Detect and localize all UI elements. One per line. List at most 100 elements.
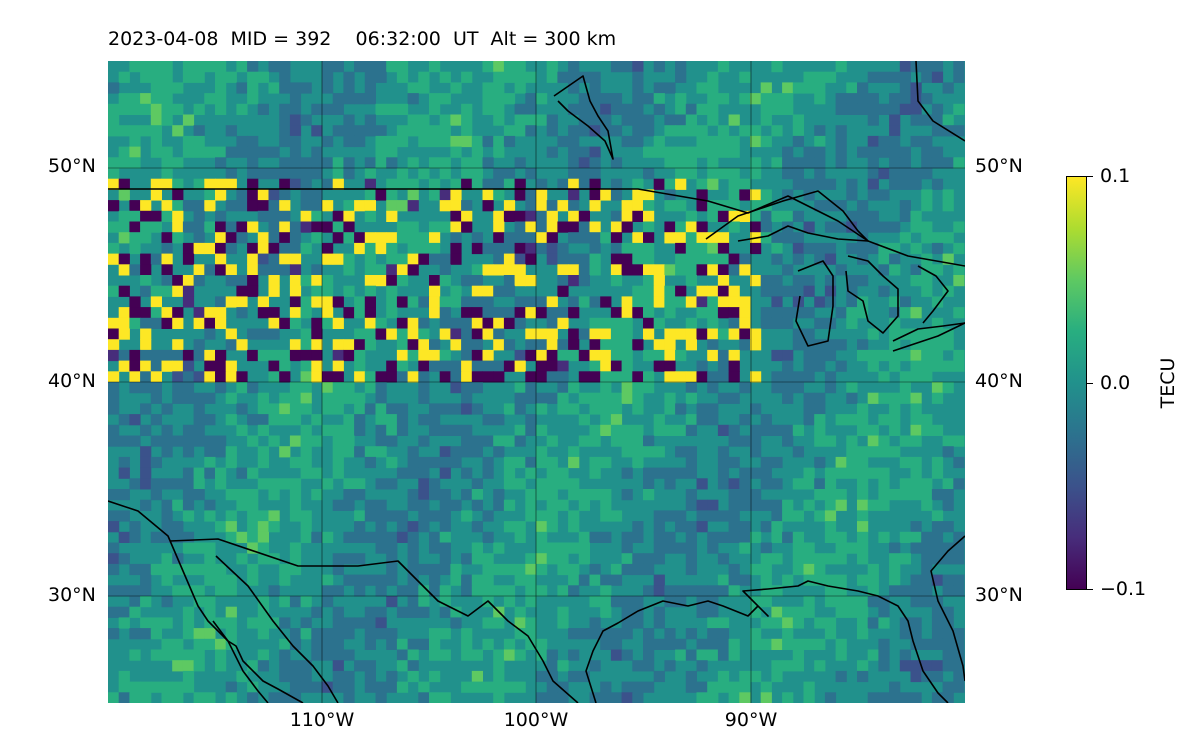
tec-cell bbox=[664, 585, 676, 597]
tec-cell bbox=[739, 670, 751, 683]
tec-cell bbox=[643, 638, 655, 650]
tec-cell bbox=[407, 114, 419, 126]
tec-cell bbox=[931, 638, 944, 650]
tec-cell bbox=[215, 82, 227, 94]
tec-cell bbox=[824, 371, 837, 383]
tec-cell bbox=[215, 382, 227, 394]
tec-cell bbox=[953, 478, 965, 490]
tec-cell bbox=[803, 596, 815, 608]
tec-cell bbox=[931, 467, 944, 479]
tec-cell bbox=[140, 264, 152, 276]
tec-cell bbox=[750, 93, 762, 105]
tec-cell bbox=[621, 531, 633, 543]
tec-cell bbox=[140, 360, 152, 372]
tec-cell bbox=[289, 317, 302, 329]
tec-cell bbox=[375, 135, 387, 148]
tec-cell bbox=[257, 617, 269, 629]
tec-cell bbox=[140, 478, 152, 490]
tec-cell bbox=[118, 71, 130, 83]
tec-cell bbox=[953, 585, 965, 597]
tec-cell bbox=[204, 467, 216, 479]
tec-cell bbox=[782, 617, 794, 629]
tec-cell bbox=[717, 478, 730, 490]
tec-cell bbox=[653, 61, 665, 73]
tec-cell bbox=[364, 168, 376, 180]
tec-cell bbox=[846, 392, 858, 404]
tec-cell bbox=[129, 692, 141, 703]
tec-cell bbox=[332, 296, 344, 308]
tec-cell bbox=[675, 649, 687, 661]
tec-cell bbox=[129, 606, 141, 618]
tec-cell bbox=[429, 638, 441, 650]
tec-cell bbox=[129, 360, 141, 372]
tec-cell bbox=[204, 456, 216, 469]
tec-cell bbox=[332, 125, 344, 137]
tec-cell bbox=[161, 93, 173, 105]
tec-cell bbox=[675, 349, 687, 362]
tec-cell bbox=[707, 178, 719, 190]
tec-cell bbox=[150, 210, 162, 222]
tec-cell bbox=[354, 414, 366, 426]
tec-cell bbox=[664, 264, 676, 276]
tec-cell bbox=[118, 617, 130, 629]
tec-cell bbox=[150, 435, 162, 447]
tec-cell bbox=[204, 317, 216, 329]
tec-cell bbox=[739, 382, 751, 394]
tec-cell bbox=[450, 446, 462, 458]
tec-cell bbox=[236, 467, 248, 479]
tec-cell bbox=[696, 414, 708, 426]
tec-cell bbox=[568, 563, 580, 576]
tec-cell bbox=[728, 296, 740, 308]
tec-cell bbox=[589, 596, 601, 608]
tec-cell bbox=[696, 510, 708, 522]
tec-cell bbox=[835, 146, 847, 158]
tec-cell bbox=[568, 135, 580, 148]
tec-cell bbox=[610, 628, 623, 640]
tec-cell bbox=[525, 200, 537, 212]
tec-cell bbox=[236, 531, 248, 543]
tec-cell bbox=[172, 157, 184, 169]
tec-cell bbox=[546, 114, 558, 126]
tec-cell bbox=[364, 275, 376, 287]
tec-cell bbox=[289, 670, 302, 683]
tec-cell bbox=[322, 307, 334, 319]
tec-cell bbox=[739, 328, 751, 340]
tec-cell bbox=[889, 135, 901, 148]
tec-cell bbox=[407, 638, 419, 650]
tec-cell bbox=[514, 82, 526, 94]
tec-cell bbox=[707, 168, 719, 180]
tec-cell bbox=[225, 232, 237, 244]
tec-cell bbox=[557, 478, 569, 490]
tec-cell bbox=[728, 146, 740, 158]
tec-cell bbox=[300, 456, 312, 469]
tec-cell bbox=[332, 456, 344, 469]
tec-cell bbox=[172, 360, 184, 372]
tec-cell bbox=[108, 317, 120, 329]
tec-cell bbox=[108, 339, 120, 351]
tec-cell bbox=[193, 628, 205, 640]
tec-cell bbox=[782, 307, 794, 319]
tec-cell bbox=[129, 317, 141, 329]
tec-cell bbox=[632, 253, 644, 265]
tec-cell bbox=[204, 596, 216, 608]
tec-cell bbox=[279, 135, 291, 148]
tec-cell bbox=[461, 221, 473, 233]
tec-cell bbox=[632, 521, 644, 533]
tec-cell bbox=[204, 371, 216, 383]
tec-cell bbox=[161, 61, 173, 73]
tec-cell bbox=[182, 424, 195, 436]
tec-cell bbox=[546, 360, 558, 372]
tec-cell bbox=[364, 628, 376, 640]
tec-cell bbox=[707, 114, 719, 126]
tec-cell bbox=[568, 221, 580, 233]
lon-label-110w: 110°W bbox=[289, 709, 355, 731]
tec-cell bbox=[525, 114, 537, 126]
tec-cell bbox=[792, 339, 804, 351]
tec-cell bbox=[172, 392, 184, 404]
tec-cell bbox=[450, 200, 462, 212]
tec-cell bbox=[503, 478, 516, 490]
tec-cell bbox=[889, 585, 901, 597]
tec-cell bbox=[118, 157, 130, 169]
tec-cell bbox=[161, 157, 173, 169]
tec-cell bbox=[343, 135, 355, 148]
